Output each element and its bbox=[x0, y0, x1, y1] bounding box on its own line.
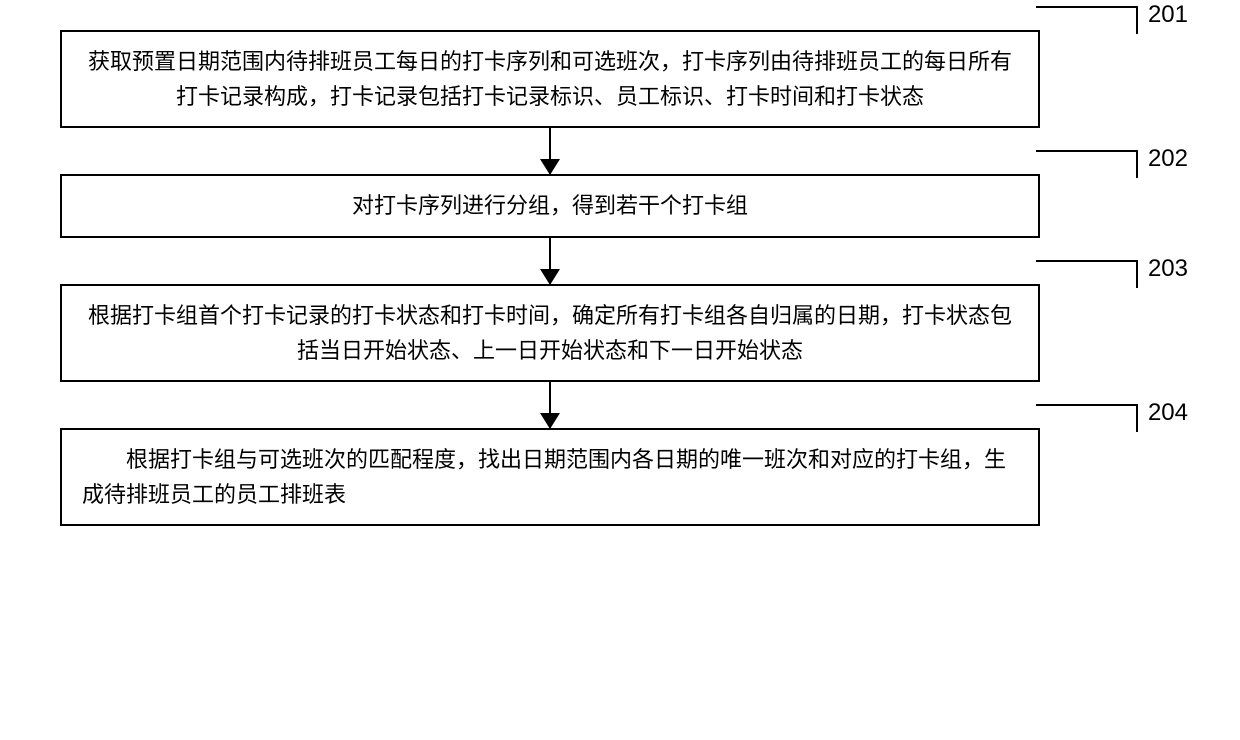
step-label: 203 bbox=[1148, 250, 1188, 288]
flow-arrow bbox=[60, 382, 1040, 428]
arrow-down-icon bbox=[540, 413, 560, 429]
flow-step-box: 202 对打卡序列进行分组，得到若干个打卡组 bbox=[60, 174, 1040, 237]
label-connector bbox=[1036, 404, 1138, 432]
step-text: 根据打卡组首个打卡记录的打卡状态和打卡时间，确定所有打卡组各自归属的日期，打卡状… bbox=[88, 303, 1012, 363]
step-label: 201 bbox=[1148, 0, 1188, 34]
step-label: 204 bbox=[1148, 394, 1188, 432]
arrow-down-icon bbox=[540, 159, 560, 175]
step-text: 对打卡序列进行分组，得到若干个打卡组 bbox=[352, 193, 748, 218]
step-text: 根据打卡组与可选班次的匹配程度，找出日期范围内各日期的唯一班次和对应的打卡组，生… bbox=[82, 447, 1006, 507]
step-text: 获取预置日期范围内待排班员工每日的打卡序列和可选班次，打卡序列由待排班员工的每日… bbox=[88, 49, 1012, 109]
label-connector bbox=[1036, 6, 1138, 34]
flow-step-box: 203 根据打卡组首个打卡记录的打卡状态和打卡时间，确定所有打卡组各自归属的日期… bbox=[60, 284, 1040, 382]
flow-arrow bbox=[60, 238, 1040, 284]
label-connector bbox=[1036, 260, 1138, 288]
flow-step-box: 204 根据打卡组与可选班次的匹配程度，找出日期范围内各日期的唯一班次和对应的打… bbox=[60, 428, 1040, 526]
flowchart-container: 201 获取预置日期范围内待排班员工每日的打卡序列和可选班次，打卡序列由待排班员… bbox=[60, 30, 1180, 526]
arrow-down-icon bbox=[540, 269, 560, 285]
label-connector bbox=[1036, 150, 1138, 178]
step-label: 202 bbox=[1148, 140, 1188, 178]
flow-step-box: 201 获取预置日期范围内待排班员工每日的打卡序列和可选班次，打卡序列由待排班员… bbox=[60, 30, 1040, 128]
flow-arrow bbox=[60, 128, 1040, 174]
